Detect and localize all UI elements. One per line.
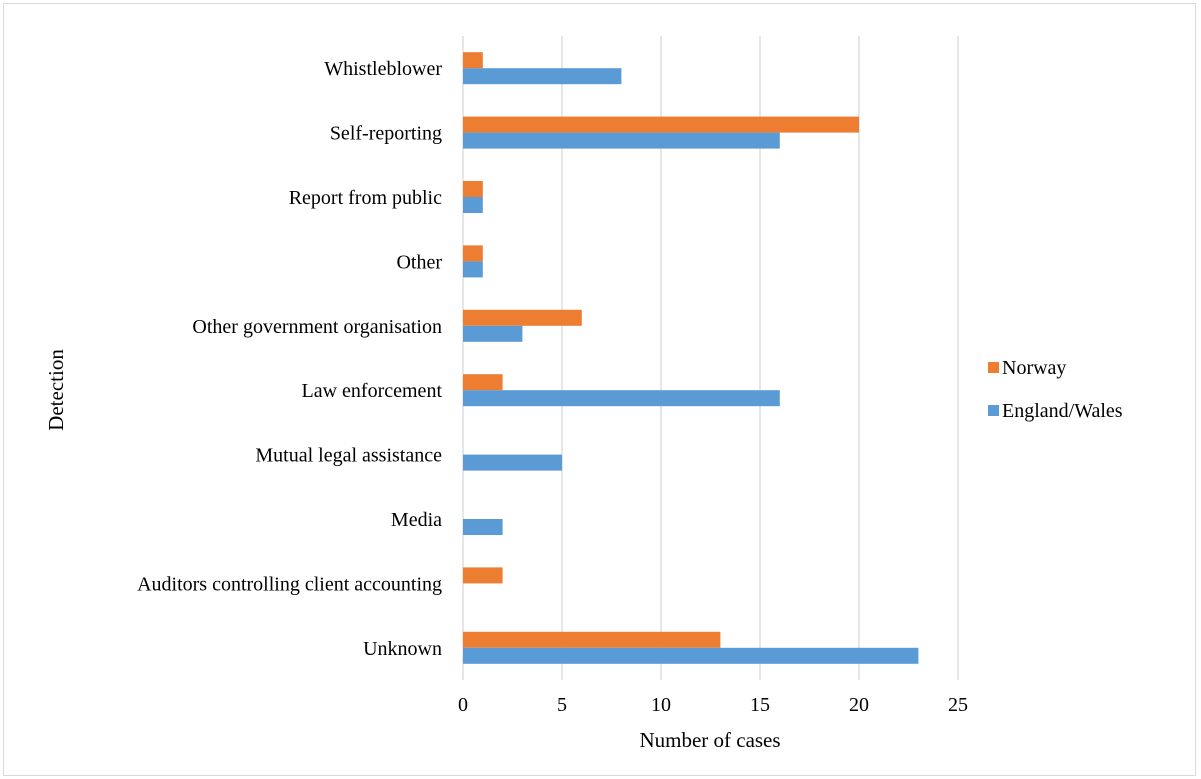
category-label: Law enforcement: [302, 380, 443, 402]
y-axis-label: Detection: [44, 349, 68, 431]
bar-norway: [463, 52, 483, 69]
legend-label: Norway: [1002, 357, 1066, 379]
bar-england-wales: [463, 132, 780, 149]
category-label: Other government organisation: [192, 316, 442, 338]
category-label: Mutual legal assistance: [255, 445, 442, 467]
bar-norway: [463, 309, 582, 326]
category-label: Unknown: [363, 638, 442, 660]
bar-norway: [463, 181, 483, 197]
category-label: Self-reporting: [330, 123, 442, 145]
bar-england-wales: [463, 647, 919, 664]
bars: [463, 52, 919, 664]
x-tick-label: 0: [458, 694, 468, 716]
bar-norway: [463, 245, 483, 262]
legend-swatch: [988, 405, 999, 416]
bar-england-wales: [463, 261, 483, 278]
legend-swatch: [988, 362, 999, 373]
category-label: Report from public: [289, 187, 442, 209]
bar-england-wales: [463, 68, 622, 85]
x-tick-labels: 0 5 10 15 20 25: [458, 694, 968, 716]
bar-england-wales: [463, 390, 780, 407]
bar-norway: [463, 116, 859, 133]
bar-england-wales: [463, 325, 523, 342]
category-label: Other: [396, 251, 442, 273]
bar-england-wales: [463, 197, 483, 213]
bar-england-wales: [463, 454, 562, 471]
x-tick-label: 15: [750, 694, 770, 716]
x-tick-label: 25: [948, 694, 968, 716]
legend-label: England/Wales: [1002, 400, 1123, 422]
category-labels: Whistleblower Self-reporting Report from p…: [137, 58, 442, 660]
bar-norway: [463, 567, 503, 584]
x-tick-label: 5: [557, 694, 567, 716]
category-label: Whistleblower: [324, 58, 442, 80]
x-axis-label: Number of cases: [639, 728, 780, 752]
bar-norway: [463, 374, 503, 391]
category-label: Media: [391, 509, 442, 531]
bar-england-wales: [463, 519, 503, 535]
x-tick-label: 20: [849, 694, 869, 716]
bar-norway: [463, 631, 721, 648]
legend: Norway England/Wales: [988, 357, 1123, 422]
x-tick-label: 10: [651, 694, 671, 716]
category-label: Auditors controlling client accounting: [137, 573, 442, 595]
